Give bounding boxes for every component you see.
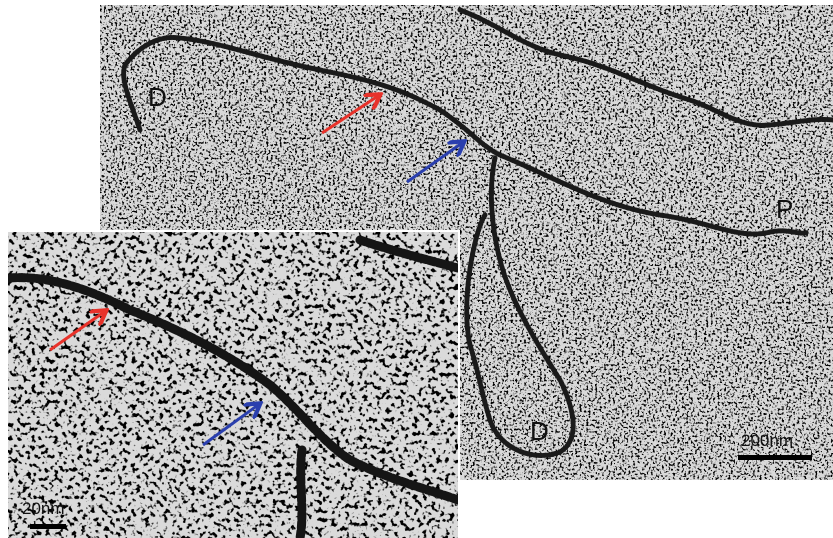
dna-loop [464,155,576,458]
blue-arrow [406,143,462,184]
scale-bar [738,455,812,460]
dna-strand [121,34,811,237]
red-arrow [49,312,104,352]
red-arrow [321,96,378,135]
blue-arrow [202,405,258,447]
scale-bar-label: 200nm [741,431,793,450]
scale-bar-label: 20nm [22,499,65,518]
texture [8,232,458,538]
dna-strand [355,235,458,273]
inset-image: 20nm [8,232,458,538]
label: P [776,194,793,224]
dna-strand [8,273,458,505]
scale-bar [30,524,66,529]
dna-strand [457,7,833,128]
label: D [530,416,549,446]
dna-strand [295,445,307,538]
label: D [148,82,167,112]
